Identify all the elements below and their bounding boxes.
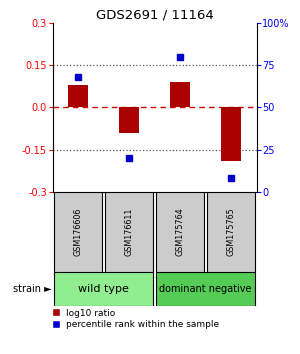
Bar bbox=[104, 192, 154, 272]
Bar bbox=[155, 272, 256, 306]
Text: GSM176611: GSM176611 bbox=[124, 208, 134, 256]
Text: dominant negative: dominant negative bbox=[159, 284, 252, 294]
Text: strain ►: strain ► bbox=[13, 284, 52, 294]
Title: GDS2691 / 11164: GDS2691 / 11164 bbox=[96, 9, 213, 22]
Bar bbox=[170, 82, 190, 107]
Legend: log10 ratio, percentile rank within the sample: log10 ratio, percentile rank within the … bbox=[53, 309, 219, 329]
Bar bbox=[221, 107, 241, 161]
Bar bbox=[68, 85, 88, 107]
Text: GSM175765: GSM175765 bbox=[226, 207, 236, 256]
Text: GSM176606: GSM176606 bbox=[74, 208, 82, 256]
Text: wild type: wild type bbox=[78, 284, 129, 294]
Text: GSM175764: GSM175764 bbox=[176, 208, 184, 256]
Bar bbox=[155, 192, 205, 272]
Bar bbox=[119, 107, 139, 133]
Bar bbox=[53, 192, 103, 272]
Bar bbox=[53, 272, 154, 306]
Bar bbox=[206, 192, 256, 272]
